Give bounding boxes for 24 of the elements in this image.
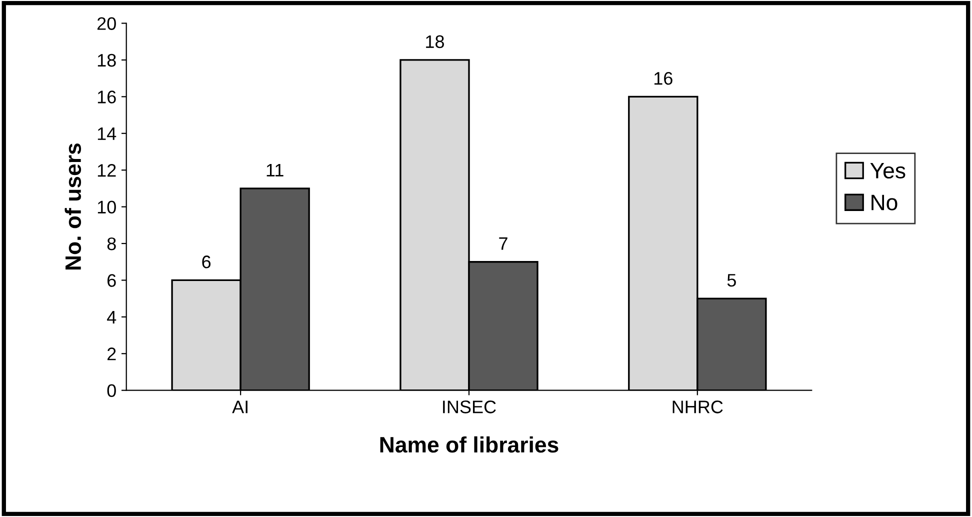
- y-tick-label: 0: [107, 384, 116, 398]
- data-label: 18: [426, 35, 444, 48]
- y-axis-title: No. of users: [64, 144, 82, 270]
- y-tick-label: 4: [107, 311, 116, 324]
- data-label: 5: [727, 274, 736, 287]
- y-tick-label: 2: [108, 348, 116, 360]
- y-tick-label: 6: [108, 274, 116, 287]
- data-label: 11: [266, 164, 284, 176]
- data-label: 7: [499, 237, 508, 250]
- x-tick-label: NHRC: [672, 400, 723, 414]
- legend-label: Yes: [870, 162, 906, 178]
- y-tick-label: 8: [107, 237, 116, 250]
- y-tick-label: 18: [98, 54, 116, 67]
- x-axis-title: Name of libraries: [380, 436, 558, 453]
- y-tick-label: 20: [97, 17, 116, 30]
- y-tick-label: 14: [98, 128, 116, 140]
- y-tick-label: 12: [98, 164, 116, 177]
- data-label: 16: [654, 72, 672, 85]
- data-label: 6: [202, 256, 211, 268]
- y-tick-label: 16: [98, 90, 116, 104]
- x-tick-label: INSEC: [443, 400, 496, 414]
- x-tick-label: AI: [232, 400, 248, 414]
- y-tick-label: 10: [98, 200, 116, 214]
- legend-label: No: [872, 194, 898, 210]
